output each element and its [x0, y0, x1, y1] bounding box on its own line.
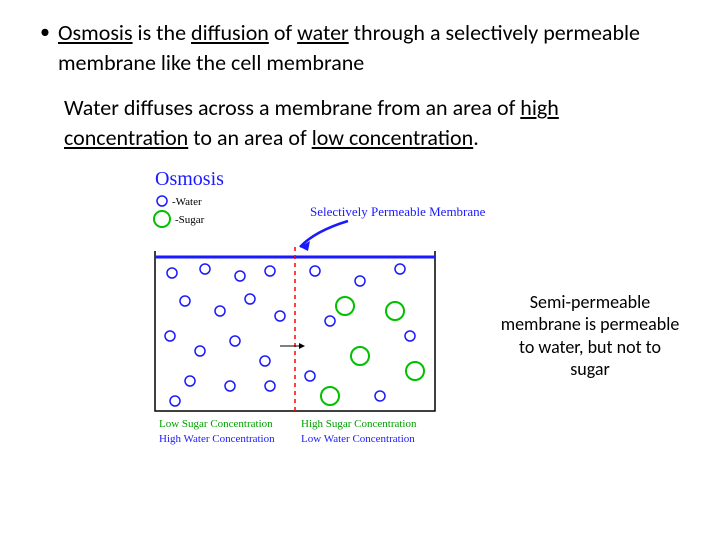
side-note: Semi-permeable membrane is permeable to …	[500, 291, 680, 381]
svg-text:Low Sugar Concentration: Low Sugar Concentration	[159, 418, 273, 430]
bullet-1: • Osmosis is the diffusion of water thro…	[40, 18, 680, 77]
bullet-marker: •	[40, 18, 50, 46]
svg-text:Low Water Concentration: Low Water Concentration	[301, 433, 415, 445]
svg-text:-Sugar: -Sugar	[175, 214, 205, 226]
diagram-area: Osmosis -Water -Sugar Selectively Permeable…	[40, 161, 680, 461]
svg-text:High Water Concentration: High Water Concentration	[159, 433, 275, 445]
term-low-concentration: low concentration	[312, 124, 474, 151]
term-water: water	[297, 19, 349, 46]
svg-text:-Water: -Water	[172, 196, 202, 208]
bullet-1-text: Osmosis is the diffusion of water throug…	[58, 18, 680, 77]
paragraph-2: Water diffuses across a membrane from an…	[64, 93, 680, 152]
svg-text:Osmosis: Osmosis	[155, 168, 224, 190]
term-diffusion: diffusion	[191, 19, 269, 46]
osmosis-diagram: Osmosis -Water -Sugar Selectively Permeable…	[100, 161, 530, 461]
term-osmosis: Osmosis	[58, 19, 133, 46]
svg-text:Selectively Permeable Membrane: Selectively Permeable Membrane	[310, 204, 486, 219]
svg-text:High Sugar Concentration: High Sugar Concentration	[301, 418, 417, 430]
